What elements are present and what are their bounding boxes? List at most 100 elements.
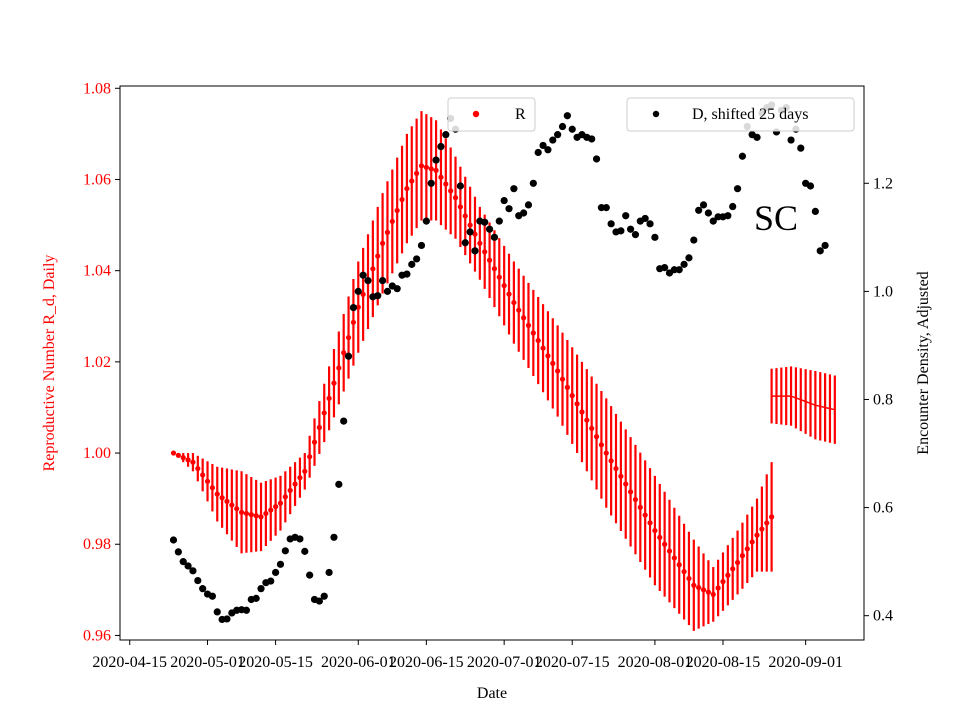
d-point-20 <box>267 577 275 585</box>
r-point-64 <box>482 249 488 255</box>
r-point-0 <box>170 450 177 456</box>
r-point-112 <box>715 585 721 591</box>
left-tick-label-0: 0.96 <box>83 627 111 644</box>
d-point-129 <box>797 144 805 152</box>
right-tick-label-1: 0.6 <box>873 500 893 517</box>
r-point-55 <box>438 174 444 180</box>
r-point-37 <box>350 319 357 325</box>
r-point-27 <box>302 468 308 474</box>
d-point-59 <box>456 182 464 190</box>
left-tick-label-2: 1.00 <box>83 445 111 462</box>
r-point-113 <box>720 579 726 585</box>
r-point-60 <box>462 213 468 219</box>
r-point-54 <box>433 167 439 173</box>
r-point-84 <box>579 409 585 415</box>
r-point-3 <box>185 457 191 463</box>
r-point-62 <box>472 231 478 237</box>
r-point-61 <box>467 222 473 228</box>
d-point-99 <box>651 233 659 241</box>
r-point-31 <box>321 410 327 416</box>
r-point-86 <box>589 425 595 432</box>
r-point-98 <box>647 520 653 526</box>
left-tick-label-6: 1.08 <box>83 80 111 97</box>
d-point-40 <box>364 276 372 285</box>
r-point-10 <box>219 495 225 501</box>
r-point-116 <box>734 559 741 566</box>
d-point-15 <box>242 606 251 614</box>
r-point-44 <box>384 229 391 235</box>
r-point-34 <box>336 365 342 371</box>
r-point-46 <box>394 207 400 214</box>
r-point-49 <box>409 178 415 184</box>
r-point-115 <box>730 566 736 572</box>
r-point-103 <box>671 555 677 561</box>
legend-d-box <box>626 97 855 132</box>
r-point-71 <box>516 307 522 313</box>
legend-r: R <box>447 97 536 132</box>
r-point-75 <box>535 337 541 344</box>
r-point-29 <box>311 439 318 445</box>
d-point-9 <box>213 608 221 616</box>
left-axis-ticks: 0.96 0.98 1.00 1.02 1.04 1.06 1.08 <box>83 80 120 644</box>
r-point-23 <box>282 494 288 500</box>
r-point-106 <box>686 575 692 582</box>
d-point-54 <box>432 156 440 164</box>
d-point-127 <box>787 136 795 144</box>
x-tick-label-1: 2020-05-01 <box>170 654 245 671</box>
r-point-105 <box>681 569 687 575</box>
d-point-74 <box>529 179 537 187</box>
d-point-6 <box>199 585 207 593</box>
left-tick-label-3: 1.02 <box>83 354 111 371</box>
right-tick-label-3: 1.0 <box>873 283 893 300</box>
r-point-38 <box>355 304 361 310</box>
r-point-95 <box>632 496 639 503</box>
d-point-18 <box>257 585 265 593</box>
x-tick-label-2: 2020-05-15 <box>238 654 313 671</box>
r-point-120 <box>754 532 760 538</box>
r-point-9 <box>214 491 220 497</box>
r-point-57 <box>448 188 454 194</box>
r-point-119 <box>749 539 755 545</box>
r-point-16 <box>248 512 254 518</box>
d-point-70 <box>510 185 518 193</box>
x-tick-label-8: 2020-08-15 <box>686 654 761 671</box>
r-point-20 <box>268 507 274 513</box>
d-point-90 <box>607 220 615 228</box>
r-point-12 <box>229 502 235 508</box>
r-point-78 <box>550 360 556 366</box>
r-point-87 <box>593 434 600 440</box>
d-point-65 <box>485 225 494 233</box>
x-axis-label: Date <box>477 685 507 702</box>
d-point-134 <box>821 241 829 250</box>
r-point-41 <box>370 266 376 272</box>
d-point-53 <box>427 179 435 187</box>
d-point-89 <box>602 204 610 212</box>
r-point-24 <box>287 487 293 494</box>
r-point-45 <box>389 218 395 225</box>
r-point-56 <box>443 181 449 187</box>
d-point-30 <box>315 597 323 605</box>
r-point-123 <box>769 514 775 520</box>
x-tick-label-6: 2020-07-15 <box>535 654 610 671</box>
legend-d: D, shifted 25 days <box>626 97 855 132</box>
r-point-59 <box>457 204 463 210</box>
d-point-109 <box>699 201 708 209</box>
r-point-85 <box>584 417 590 423</box>
d-point-73 <box>524 201 533 209</box>
r-point-36 <box>345 334 352 341</box>
d-point-108 <box>695 206 703 214</box>
plot-frame <box>119 85 865 641</box>
d-point-0 <box>169 536 178 544</box>
d-point-33 <box>330 533 338 541</box>
d-point-31 <box>320 592 328 600</box>
d-point-131 <box>806 182 815 190</box>
d-point-114 <box>724 212 732 220</box>
d-point-111 <box>709 217 717 225</box>
d-point-49 <box>408 260 416 268</box>
right-tick-label-4: 1.2 <box>873 175 893 192</box>
d-point-110 <box>704 209 712 217</box>
r-point-4 <box>190 459 196 465</box>
left-tick-label-1: 0.98 <box>83 536 111 553</box>
r-point-2 <box>180 455 186 461</box>
